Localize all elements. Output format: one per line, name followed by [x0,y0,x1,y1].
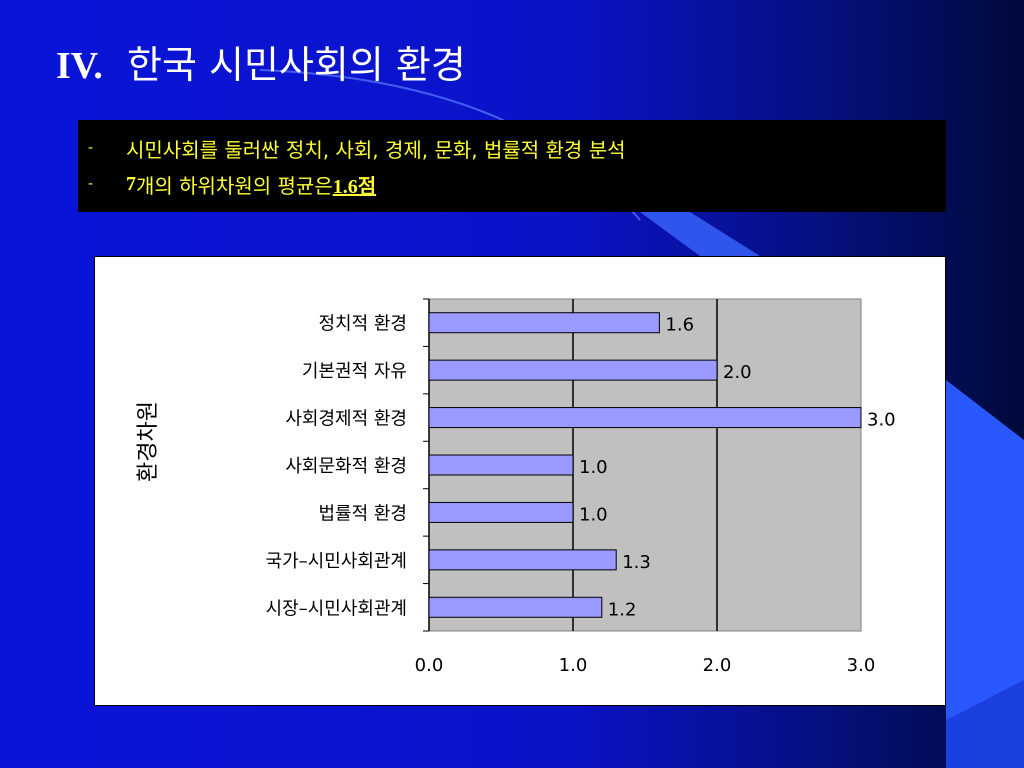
x-tick-label: 2.0 [703,655,732,676]
data-label: 2.0 [723,362,752,383]
category-label: 사회경제적 환경 [285,409,407,430]
chart-panel: 0.0 1.0 2.0 3.0 정치적 환경 1.6 기본권적 자유 2.0 사회경제적 환경 3… [94,256,946,706]
title-roman-numeral: IV. [56,45,103,87]
bar [428,312,660,334]
category-label: 법률적 환경 [318,503,407,524]
bullet-text-1: 시민사회를 둘러싼 정치, 사회, 경제, 문화, 법률적 환경 분석 [126,137,626,162]
bullet-dash: - [88,176,94,192]
bullet-line-1: - 시민사회를 둘러싼 정치, 사회, 경제, 문화, 법률적 환경 분석 [88,130,946,166]
bullet-text-2: 개의 하위차원의 평균은 [136,173,333,198]
slide-title: IV. 한국 시민사회의 환경 [56,34,466,89]
x-tick-label: 1.0 [559,655,588,676]
bullet-line-2: - 7 개의 하위차원의 평균은 1.6점 [88,166,946,202]
category-label: 시장–시민사회관계 [266,598,407,619]
category-label: 국가–시민사회관계 [266,551,407,572]
x-tick-label: 0.0 [415,655,444,676]
bar [428,407,862,429]
category-label: 기본권적 자유 [302,361,407,382]
title-text: 한국 시민사회의 환경 [127,43,466,87]
data-label: 1.0 [579,457,608,478]
data-label: 1.0 [579,504,608,525]
bar [428,454,574,476]
data-label: 1.2 [608,599,637,620]
bullet-number: 7 [126,172,136,195]
y-axis-label: 환경차원 [136,401,161,482]
bullet-dash: - [88,140,94,156]
bar [428,549,617,571]
bar-chart: 0.0 1.0 2.0 3.0 정치적 환경 1.6 기본권적 자유 2.0 사회경제적 환경 3… [266,298,896,676]
bar [428,359,718,381]
category-label: 사회문화적 환경 [285,456,407,477]
x-tick-label: 3.0 [847,655,876,676]
summary-box: - 시민사회를 둘러싼 정치, 사회, 경제, 문화, 법률적 환경 분석 - … [78,120,946,212]
bar [428,501,574,523]
data-label: 3.0 [867,410,896,431]
bullet-highlight: 1.6점 [332,175,377,198]
data-label: 1.3 [622,552,651,573]
bar [428,596,603,618]
data-label: 1.6 [665,315,694,336]
category-label: 정치적 환경 [318,314,407,335]
